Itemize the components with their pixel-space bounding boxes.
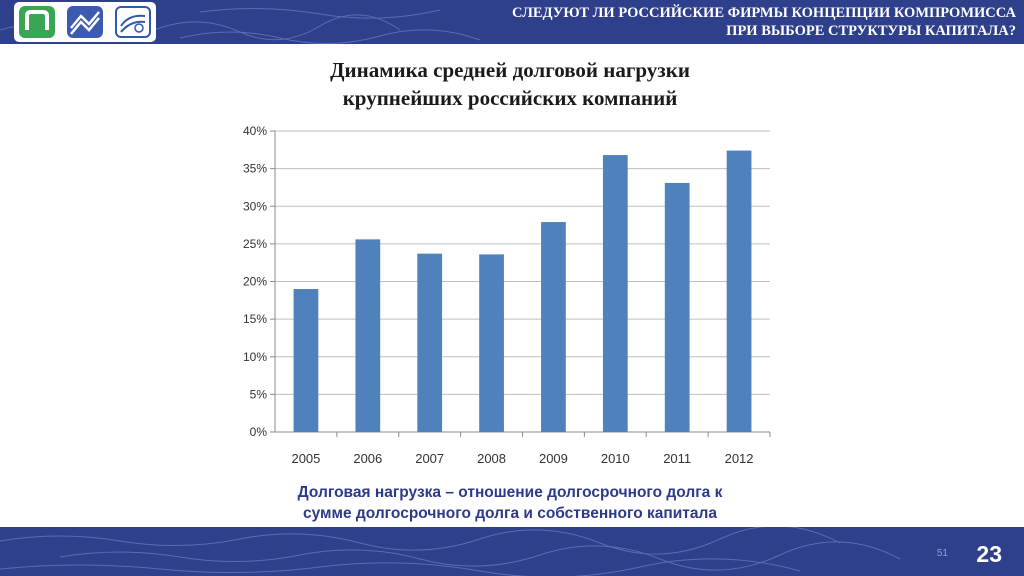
header-title-line2: ПРИ ВЫБОРЕ СТРУКТУРЫ КАПИТАЛА? — [726, 23, 1016, 39]
header-title: СЛЕДУЮТ ЛИ РОССИЙСКИЕ ФИРМЫ КОНЦЕПЦИИ КО… — [512, 4, 1016, 40]
bar-2009 — [541, 222, 566, 432]
logo-group — [14, 2, 156, 42]
x-tick-label-2007: 2007 — [415, 451, 444, 466]
x-tick-label-2012: 2012 — [725, 451, 754, 466]
y-tick-label: 35% — [243, 162, 267, 176]
department-logo — [115, 6, 151, 38]
chart-title-line1: Динамика средней долговой нагрузки — [330, 58, 690, 82]
y-tick-label: 25% — [243, 237, 267, 251]
bar-2008 — [479, 254, 504, 432]
y-tick-label: 40% — [243, 124, 267, 138]
x-tick-label-2011: 2011 — [663, 451, 691, 466]
bar-2011 — [664, 182, 690, 432]
x-tick-label-2009: 2009 — [539, 451, 568, 466]
header-title-line1: СЛЕДУЮТ ЛИ РОССИЙСКИЕ ФИРМЫ КОНЦЕПЦИИ КО… — [511, 5, 1016, 21]
x-tick-label-2005: 2005 — [291, 451, 320, 466]
caption-line2: сумме долгосрочного долга и собственного… — [303, 505, 717, 522]
y-tick-label: 30% — [243, 199, 267, 213]
chart-caption: Долговая нагрузка – отношение долгосрочн… — [230, 482, 790, 524]
x-tick-label-2010: 2010 — [601, 451, 630, 466]
bar-chart: 0% 5% 10% 15% 20% 25% 30% 35% 40% 2005 2006 2007 200… — [243, 124, 771, 466]
y-tick-label: 20% — [243, 275, 267, 289]
y-tick-label: 15% — [243, 312, 267, 326]
university-logo — [19, 6, 55, 38]
bar-2012 — [726, 150, 752, 432]
caption-line1: Долговая нагрузка – отношение долгосрочн… — [297, 484, 723, 501]
footer-band — [0, 527, 1024, 576]
bar-2010 — [602, 155, 628, 432]
y-tick-label: 5% — [250, 387, 268, 401]
x-tick-label-2006: 2006 — [353, 451, 382, 466]
bar-2006 — [355, 239, 381, 432]
page-number: 23 — [976, 541, 1002, 567]
faculty-logo — [67, 6, 103, 38]
bar-2007 — [417, 253, 443, 432]
y-tick-label: 0% — [250, 425, 268, 439]
footer-wave-pattern — [0, 527, 901, 576]
source-slide-number: 51 — [936, 548, 948, 559]
x-tick-label-2008: 2008 — [477, 451, 506, 466]
header-band: СЛЕДУЮТ ЛИ РОССИЙСКИЕ ФИРМЫ КОНЦЕПЦИИ КО… — [0, 0, 1024, 44]
chart-title: Динамика средней долговой нагрузки крупн… — [260, 56, 760, 112]
chart-title-line2: крупнейших российских компаний — [342, 86, 678, 110]
y-tick-label: 10% — [243, 350, 267, 364]
bar-2005 — [293, 289, 319, 432]
